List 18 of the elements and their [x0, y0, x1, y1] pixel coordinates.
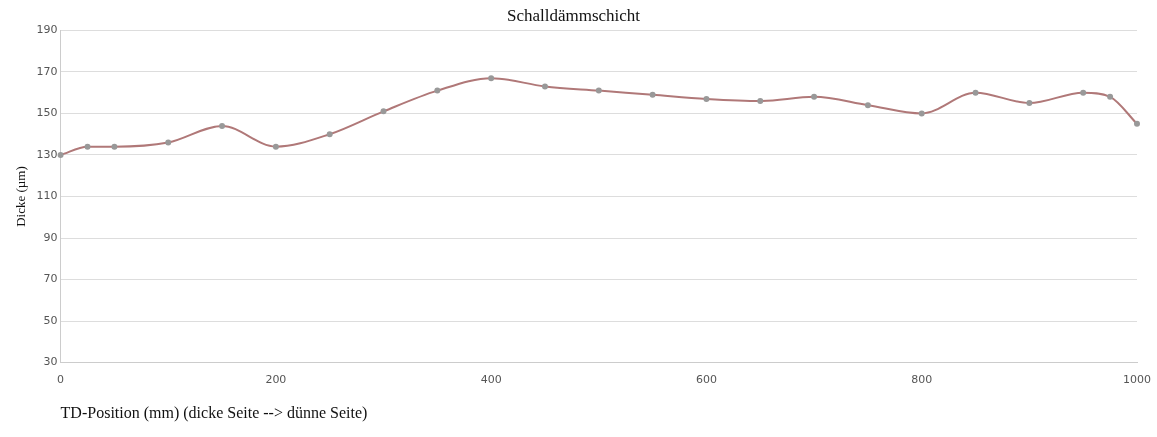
- x-tick-label: 800: [911, 373, 933, 387]
- y-tick-label: 110: [36, 189, 58, 203]
- x-tick-label: 200: [265, 373, 287, 387]
- y-tick-label: 90: [43, 230, 58, 244]
- x-axis-title: TD-Position (mm) (dicke Seite --> dünne Seite): [60, 403, 368, 422]
- x-tick-label: 1000: [1123, 373, 1151, 387]
- y-axis-title: Dicke (µm): [13, 166, 29, 227]
- x-tick-label: 0: [57, 373, 65, 387]
- x-tick-label: 600: [695, 373, 717, 387]
- chart-title: Schalldämmschicht: [506, 5, 641, 25]
- y-tick-label: 30: [43, 355, 58, 369]
- y-tick-label: 70: [43, 272, 58, 286]
- y-tick-label: 150: [36, 106, 58, 120]
- y-tick-label: 170: [36, 64, 58, 78]
- y-tick-label: 130: [36, 147, 58, 161]
- y-tick-label: 50: [43, 313, 58, 327]
- y-tick-label: 190: [36, 23, 58, 37]
- x-tick-label: 400: [480, 373, 502, 387]
